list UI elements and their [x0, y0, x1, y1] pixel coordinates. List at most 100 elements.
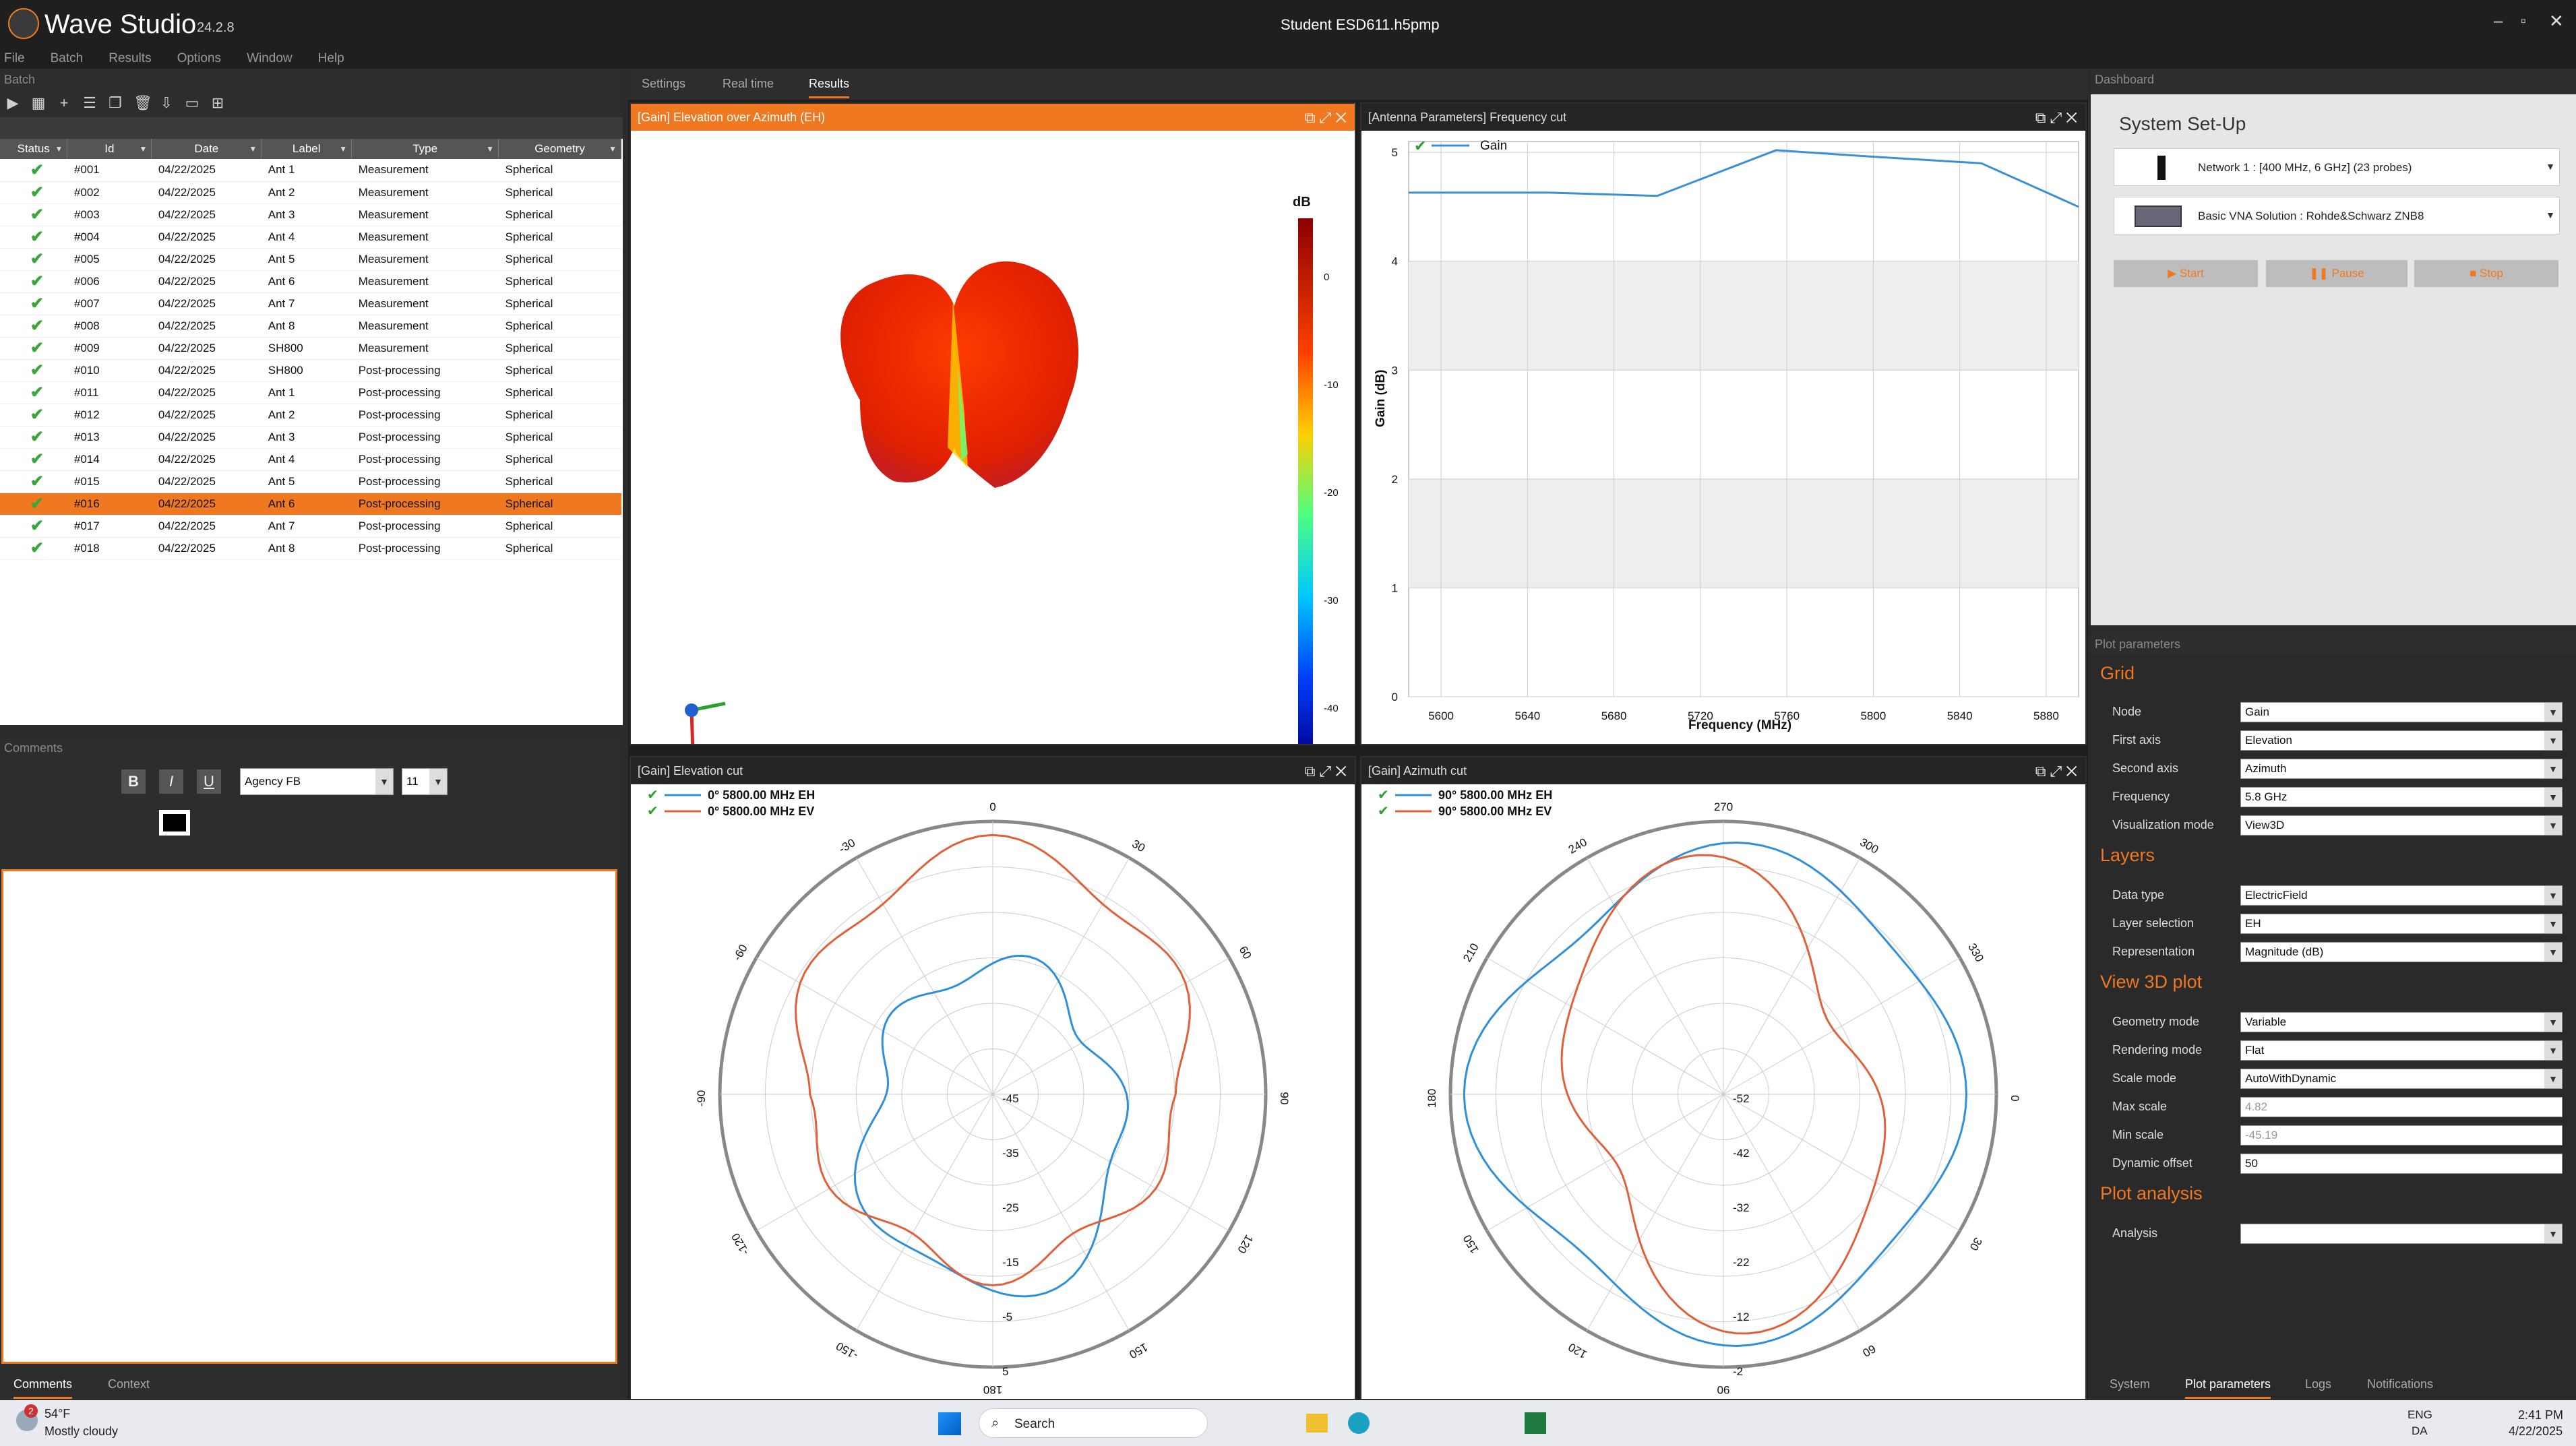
col-date[interactable]: Date ▼	[151, 139, 262, 159]
menu-window[interactable]: Window	[247, 51, 293, 65]
chevron-down-icon[interactable]: ▼	[2546, 210, 2555, 220]
antenna-3d-view[interactable]: dB 0 -10 -20 -30 -40	[631, 131, 1355, 744]
tab-plot-parameters[interactable]: Plot parameters	[2185, 1377, 2271, 1399]
table-row[interactable]: ✔ #018 04/22/2025 Ant 8 Post-processing Spher…	[0, 537, 621, 560]
tab-system[interactable]: System	[2110, 1377, 2151, 1391]
minimize-icon[interactable]: –	[2494, 12, 2503, 30]
menu-options[interactable]: Options	[177, 51, 222, 65]
font-select[interactable]: Agency FB ▼	[240, 768, 394, 795]
file-icon[interactable]: ▭	[185, 94, 200, 111]
azim-legend-check-1[interactable]: ✔	[1378, 788, 1389, 803]
param-select[interactable]: 4.82	[2240, 1097, 2563, 1117]
param-select[interactable]: Azimuth ▼	[2240, 759, 2563, 779]
panel-controls-icon[interactable]: ⧉ ⤢ ✕	[2035, 109, 2077, 126]
frequency-chart[interactable]: 0 1 2 3 4 5 5600 5640 5680 5720 5760 5800 5840 5880 ✔…	[1361, 131, 2085, 744]
tab-settings[interactable]: Settings	[642, 77, 686, 90]
table-row[interactable]: ✔ #006 04/22/2025 Ant 6 Measurement Spherical	[0, 270, 621, 293]
table-row[interactable]: ✔ #009 04/22/2025 SH800 Measurement Spherical	[0, 337, 621, 360]
tab-logs[interactable]: Logs	[2305, 1377, 2332, 1391]
copy-icon[interactable]: ❐	[109, 94, 122, 111]
elev-legend-check-1[interactable]: ✔	[647, 788, 658, 803]
tab-notifications[interactable]: Notifications	[2367, 1377, 2434, 1391]
color-picker[interactable]	[159, 810, 190, 836]
table-row[interactable]: ✔ #013 04/22/2025 Ant 3 Post-processing Spher…	[0, 426, 621, 449]
clock-date[interactable]: 4/22/2025	[2509, 1424, 2563, 1438]
tab-comments[interactable]: Comments	[13, 1377, 73, 1399]
menu-batch[interactable]: Batch	[50, 51, 84, 65]
table-row[interactable]: ✔ #010 04/22/2025 SH800 Post-processing Spher…	[0, 359, 621, 382]
azimuth-polar-chart[interactable]: 270 300 330 0 30 60 90 120 150 180 210 240 -52 -42 -32…	[1361, 784, 2085, 1399]
edge-icon[interactable]	[1348, 1412, 1370, 1434]
panel-controls-icon[interactable]: ⧉ ⤢ ✕	[1304, 763, 1347, 780]
col-label[interactable]: Label ▼	[261, 139, 352, 159]
tab-context[interactable]: Context	[108, 1377, 150, 1391]
table-row[interactable]: ✔ #014 04/22/2025 Ant 4 Post-processing Spher…	[0, 448, 621, 471]
menu-help[interactable]: Help	[317, 51, 344, 65]
vna-item[interactable]: Basic VNA Solution : Rohde&Schwarz ZNB8 …	[2114, 197, 2560, 234]
param-select[interactable]: ▼	[2240, 1224, 2563, 1244]
param-select[interactable]: EH ▼	[2240, 914, 2563, 934]
table-row[interactable]: ✔ #008 04/22/2025 Ant 8 Measurement Spherical	[0, 315, 621, 338]
param-select[interactable]: 50	[2240, 1154, 2563, 1174]
excel-icon[interactable]	[1525, 1412, 1546, 1434]
table-row[interactable]: ✔ #017 04/22/2025 Ant 7 Post-processing Spher…	[0, 515, 621, 538]
delete-icon[interactable]: 🗑	[133, 94, 152, 111]
export-icon[interactable]: ⇩	[160, 94, 173, 111]
lang-1[interactable]: ENG	[2408, 1408, 2432, 1421]
table-row[interactable]: ✔ #011 04/22/2025 Ant 1 Post-processing Spher…	[0, 381, 621, 404]
freq-legend-check[interactable]: ✔	[1414, 137, 1426, 154]
param-select[interactable]: Gain ▼	[2240, 702, 2563, 722]
menu-results[interactable]: Results	[109, 51, 152, 65]
panel-controls-icon[interactable]: ⧉ ⤢ ✕	[2035, 763, 2077, 780]
maximize-icon[interactable]: ▫	[2521, 12, 2526, 29]
stop-button[interactable]: ■ Stop	[2414, 260, 2558, 287]
param-select[interactable]: Magnitude (dB) ▼	[2240, 942, 2563, 962]
close-icon[interactable]: ✕	[2549, 11, 2564, 31]
table-row[interactable]: ✔ #015 04/22/2025 Ant 5 Post-processing Spher…	[0, 470, 621, 493]
list-icon[interactable]: ☰	[83, 94, 96, 111]
table-row[interactable]: ✔ #005 04/22/2025 Ant 5 Measurement Spherical	[0, 248, 621, 271]
table-row[interactable]: ✔ #002 04/22/2025 Ant 2 Measurement Spherical	[0, 181, 621, 204]
col-geometry[interactable]: Geometry ▼	[498, 139, 621, 159]
col-type[interactable]: Type ▼	[351, 139, 499, 159]
chevron-down-icon[interactable]: ▼	[2546, 161, 2555, 172]
bold-button[interactable]: B	[121, 769, 146, 794]
comment-textarea[interactable]	[1, 869, 617, 1364]
azim-legend-check-2[interactable]: ✔	[1378, 804, 1389, 819]
start-icon[interactable]	[938, 1412, 961, 1435]
tab-realtime[interactable]: Real time	[723, 77, 774, 90]
param-select[interactable]: View3D ▼	[2240, 815, 2563, 836]
font-size-select[interactable]: 11 ▼	[402, 768, 448, 795]
param-select[interactable]: AutoWithDynamic ▼	[2240, 1069, 2563, 1089]
param-select[interactable]: Elevation ▼	[2240, 730, 2563, 751]
table-row[interactable]: ✔ #012 04/22/2025 Ant 2 Post-processing Spher…	[0, 404, 621, 427]
menu-file[interactable]: File	[4, 51, 25, 65]
table-row[interactable]: ✔ #004 04/22/2025 Ant 4 Measurement Spherical	[0, 226, 621, 249]
file-explorer-icon[interactable]	[1306, 1414, 1328, 1433]
col-status[interactable]: Status ▼	[0, 139, 68, 159]
col-id[interactable]: Id ▼	[67, 139, 152, 159]
tab-results[interactable]: Results	[809, 77, 850, 98]
grid-icon[interactable]: ▦	[31, 94, 46, 111]
table-row[interactable]: ✔ #007 04/22/2025 Ant 7 Measurement Spherical	[0, 292, 621, 315]
param-select[interactable]: Flat ▼	[2240, 1040, 2563, 1061]
clock-time[interactable]: 2:41 PM	[2518, 1408, 2564, 1422]
italic-button[interactable]: I	[159, 769, 183, 794]
underline-button[interactable]: U	[197, 769, 221, 794]
start-button[interactable]: ▶ Start	[2114, 260, 2258, 287]
lang-2[interactable]: DA	[2412, 1424, 2428, 1437]
network-item[interactable]: Network 1 : [400 MHz, 6 GHz] (23 probes)…	[2114, 148, 2560, 186]
play-icon[interactable]: ▶	[7, 94, 19, 111]
param-select[interactable]: Variable ▼	[2240, 1012, 2563, 1032]
panel-controls-icon[interactable]: ⧉ ⤢ ✕	[1304, 109, 1347, 126]
param-select[interactable]: -45.19	[2240, 1125, 2563, 1145]
chart-icon[interactable]: ⊞	[211, 94, 224, 111]
pause-button[interactable]: ❚❚ Pause	[2266, 260, 2408, 287]
elevation-polar-chart[interactable]: 0 30 60 90 120 150 180 -150 -120 -90 -60 -30 -45 -35 -…	[631, 784, 1355, 1399]
taskbar-search[interactable]: ⌕ Search	[979, 1408, 1208, 1438]
table-row[interactable]: ✔ #001 04/22/2025 Ant 1 Measurement Spherical	[0, 159, 621, 182]
param-select[interactable]: ElectricField ▼	[2240, 885, 2563, 906]
elev-legend-check-2[interactable]: ✔	[647, 804, 658, 819]
param-select[interactable]: 5.8 GHz ▼	[2240, 787, 2563, 807]
table-row[interactable]: ✔ #003 04/22/2025 Ant 3 Measurement Spherical	[0, 203, 621, 226]
